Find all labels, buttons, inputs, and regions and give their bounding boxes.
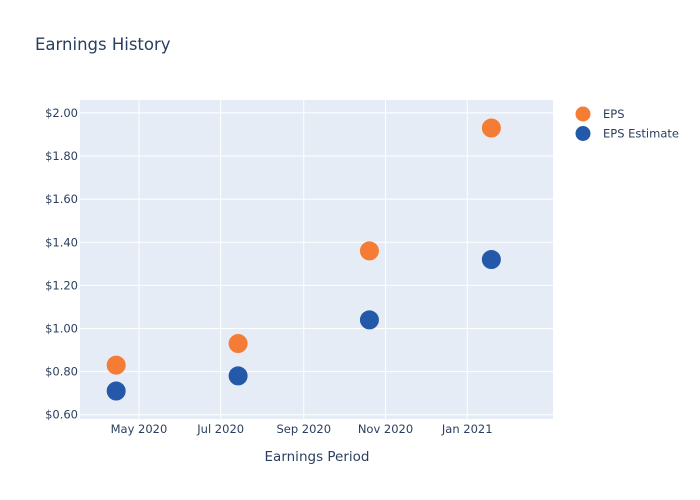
- eps-point: [359, 241, 379, 261]
- plot-area: [80, 100, 553, 419]
- x-tick-label: May 2020: [111, 422, 168, 436]
- eps-estimate-legend-marker: [575, 126, 591, 141]
- eps-point: [481, 118, 501, 138]
- y-gridlines: [80, 112, 553, 416]
- data-points: [106, 118, 501, 401]
- y-tick-label: $1.00: [45, 321, 78, 335]
- y-tick-label: $1.20: [45, 278, 78, 292]
- x-tick-label: Jan 2021: [441, 422, 493, 436]
- eps-estimate-legend-label: EPS Estimate: [603, 127, 679, 141]
- chart-title: Earnings History: [35, 35, 171, 54]
- eps-point: [228, 334, 248, 354]
- eps-legend-marker: [575, 106, 591, 122]
- x-axis-title: Earnings Period: [265, 449, 370, 465]
- y-tick-label: $1.60: [45, 192, 78, 206]
- eps-estimate-point: [481, 250, 501, 269]
- legend: EPS EPS Estimate: [575, 106, 679, 141]
- y-tick-label: $2.00: [45, 106, 78, 120]
- y-axis-tick-labels: $0.60 $0.80 $1.00 $1.20 $1.40 $1.60 $1.80 $2.00: [45, 106, 78, 422]
- x-gridlines: [138, 100, 468, 419]
- eps-point: [106, 355, 126, 375]
- y-tick-label: $0.60: [45, 408, 78, 422]
- eps-estimate-point: [106, 381, 126, 401]
- x-tick-label: Nov 2020: [358, 422, 413, 436]
- x-axis-tick-labels: May 2020 Jul 2020 Sep 2020 Nov 2020 Jan 2021: [111, 422, 493, 436]
- x-tick-label: Jul 2020: [196, 422, 244, 436]
- y-tick-label: $1.80: [45, 149, 78, 163]
- y-tick-label: $0.80: [45, 365, 78, 379]
- x-tick-label: Sep 2020: [276, 422, 331, 436]
- eps-legend-label: EPS: [603, 107, 625, 121]
- eps-estimate-point: [228, 366, 248, 386]
- y-tick-label: $1.40: [45, 235, 78, 249]
- eps-estimate-point: [359, 310, 379, 330]
